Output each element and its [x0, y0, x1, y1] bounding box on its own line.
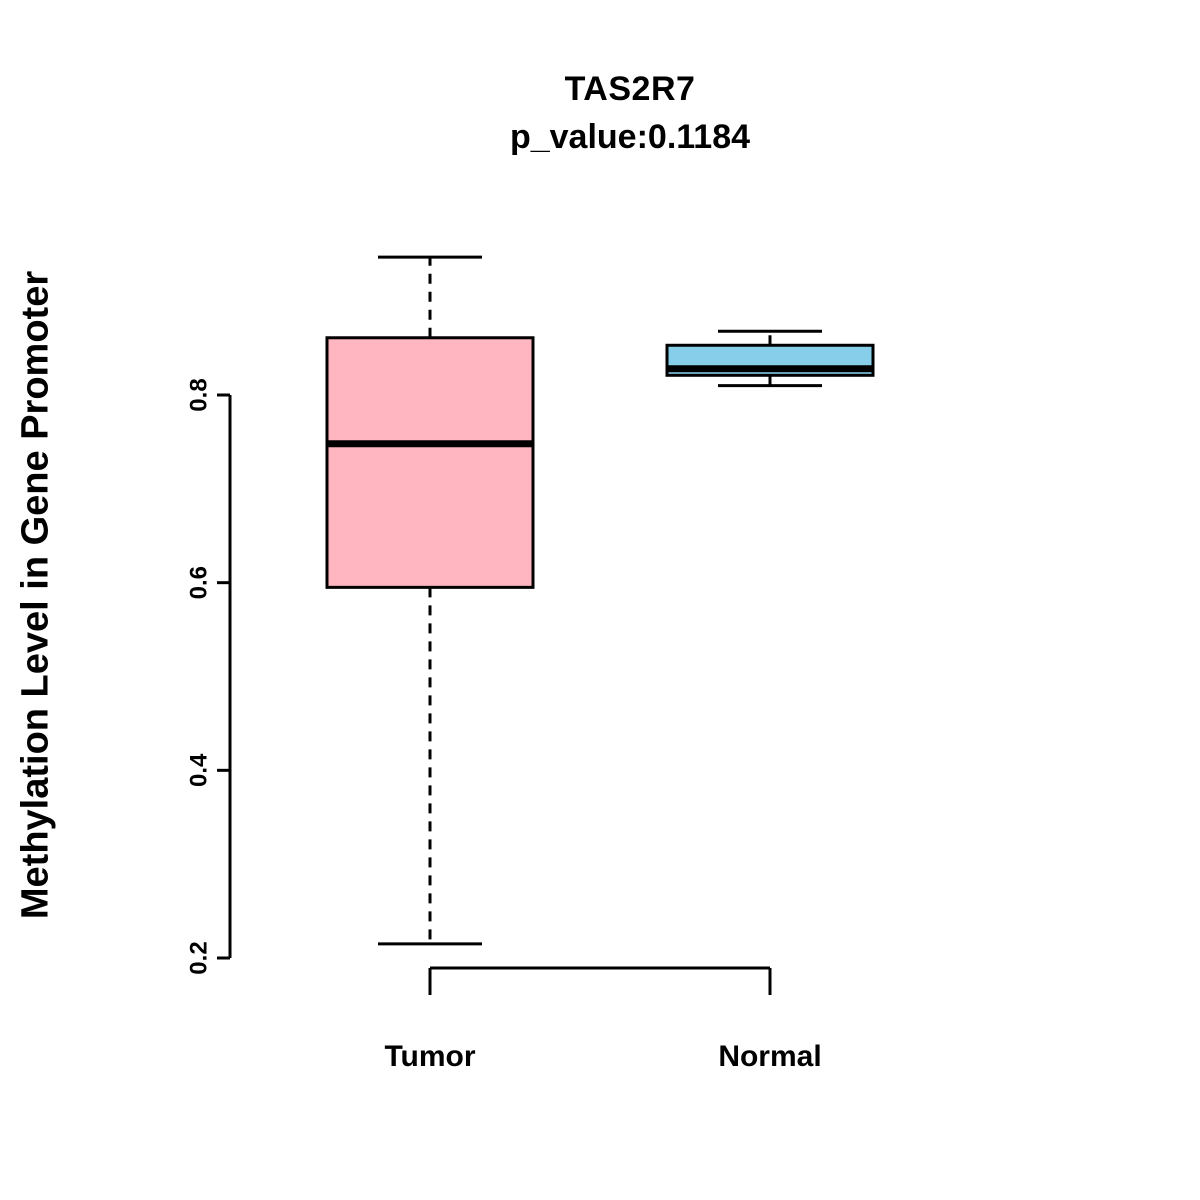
category-label-tumor: Tumor [384, 1040, 476, 1073]
category-label-normal: Normal [718, 1040, 822, 1073]
chart-subtitle: p_value:0.1184 [509, 118, 751, 156]
box-tumor [325, 336, 535, 589]
y-tick-label: 0.8 [185, 378, 212, 411]
chart-title: TAS2R7 [564, 70, 696, 108]
y-tick-label: 0.4 [185, 753, 212, 787]
y-tick-label: 0.6 [185, 566, 212, 599]
y-tick-label: 0.2 [185, 941, 212, 974]
